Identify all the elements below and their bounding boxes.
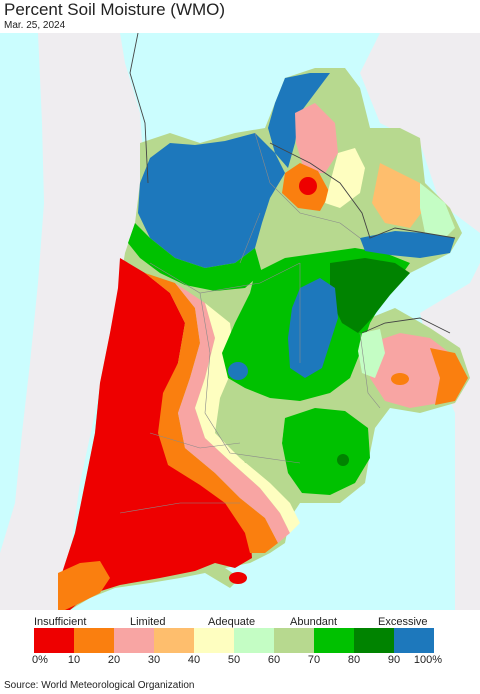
source-note: Source: World Meteorological Organizatio…	[4, 680, 195, 691]
map-title: Percent Soil Moisture (WMO)	[4, 0, 226, 19]
zone-80-90-south-spot	[337, 454, 349, 466]
borders	[119, 132, 381, 514]
legend-category-insufficient: Insufficient	[34, 616, 87, 628]
legend-swatch-50-60	[234, 628, 274, 653]
zone-10-20-south-coast	[58, 561, 110, 610]
zone-40-50-north	[325, 148, 365, 208]
legend-swatch-30-40	[154, 628, 194, 653]
land-outside-east	[360, 33, 480, 233]
zone-30-40-northeast	[372, 163, 425, 228]
legend-tick-label: 60	[267, 654, 281, 666]
legend-swatch-90-100	[394, 628, 434, 653]
zone-50-60-northeast	[420, 183, 455, 243]
zone-0-10-north-spot	[299, 177, 317, 195]
zone-80-90-central	[330, 258, 410, 333]
legend-tick-label: 50	[227, 654, 241, 666]
zone-70-80-south	[282, 408, 370, 495]
legend-tick-label: 80	[347, 654, 361, 666]
legend	[34, 628, 434, 653]
zone-90-100-north	[268, 73, 330, 168]
zone-90-100-nw	[138, 133, 285, 268]
zone-20-30-west	[175, 283, 290, 543]
zone-0-10-island	[229, 572, 247, 584]
legend-tick-label: 20	[107, 654, 121, 666]
legend-tick-label: 30	[147, 654, 161, 666]
zone-90-100-spot	[228, 362, 248, 380]
soil-moisture-map	[0, 33, 480, 610]
country-borders	[129, 33, 456, 334]
legend-swatch-40-50	[194, 628, 234, 653]
zone-40-50-west	[195, 303, 300, 533]
legend-tick-label: 90	[387, 654, 401, 666]
zone-50-60-uruguay-west	[358, 329, 385, 378]
legend-swatch-20-30	[114, 628, 154, 653]
zone-60-70-south-edge	[230, 401, 285, 463]
zone-70-80-nw-edge	[128, 223, 262, 291]
zone-10-20-uruguay-spot	[391, 373, 409, 385]
legend-swatch-10-20	[74, 628, 114, 653]
legend-tick-label: 100%	[413, 654, 443, 666]
zone-0-10	[58, 258, 252, 610]
legend-category-limited: Limited	[130, 616, 166, 628]
legend-swatch-0-10	[34, 628, 74, 653]
legend-category-excessive: Excessive	[378, 616, 428, 628]
legend-swatch-80-90	[354, 628, 394, 653]
legend-category-abundant: Abundant	[290, 616, 338, 628]
zone-20-30-north	[295, 103, 338, 173]
legend-category-adequate: Adequate	[208, 616, 256, 628]
legend-tick-label: 10	[67, 654, 81, 666]
land-outside-region	[0, 33, 480, 610]
legend-tick-label: 0%	[32, 654, 48, 666]
zone-10-20-uruguay-east	[430, 348, 468, 405]
legend-tick-label: 40	[187, 654, 201, 666]
legend-swatch-60-70	[274, 628, 314, 653]
map-date: Mar. 25, 2024	[4, 20, 66, 31]
zone-10-20-west	[145, 273, 278, 553]
zone-90-100-central	[288, 278, 338, 378]
zone-90-100-east-strip	[360, 231, 455, 258]
legend-tick-label: 70	[307, 654, 321, 666]
legend-swatch-70-80	[314, 628, 354, 653]
